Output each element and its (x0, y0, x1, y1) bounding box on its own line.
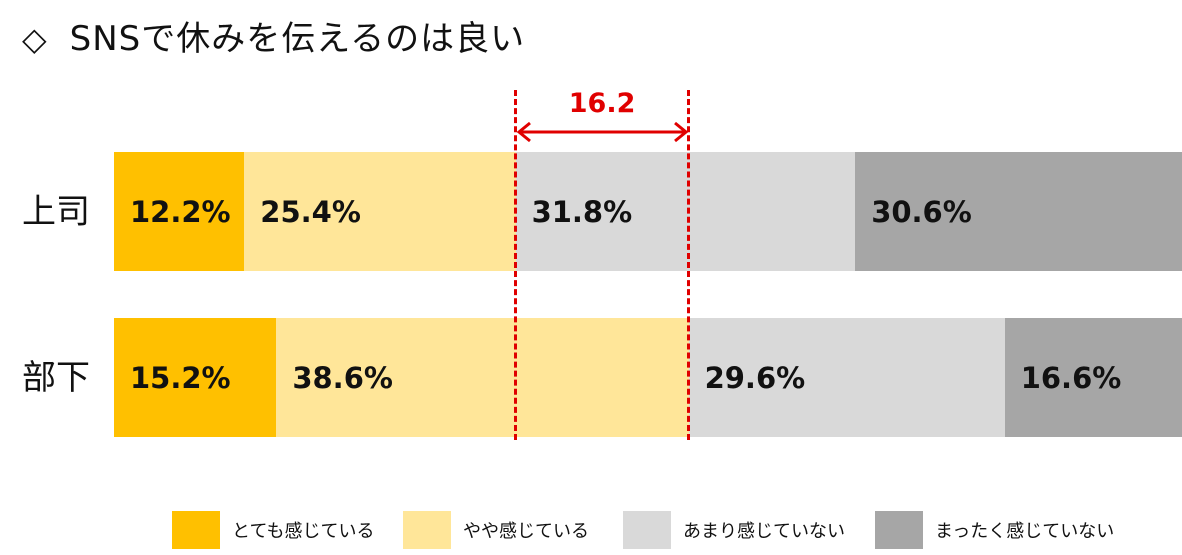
bar-segment: 38.6% (276, 318, 689, 437)
bar-segment: 29.6% (688, 318, 1005, 437)
legend-label: あまり感じていない (683, 521, 845, 542)
data-label: 29.6% (704, 360, 806, 395)
diamond-icon: ◇ (22, 20, 48, 58)
legend-label: やや感じている (463, 521, 589, 542)
annotation-line-right (687, 90, 691, 440)
legend-item: まったく感じていない (875, 510, 1114, 550)
bar-segment: 30.6% (855, 152, 1182, 271)
legend-item: とても感じている (172, 510, 375, 550)
data-label: 12.2% (130, 194, 231, 229)
bar-segment: 25.4% (244, 152, 516, 271)
legend-swatch (403, 511, 451, 549)
bar-segment: 15.2% (114, 318, 277, 437)
bar-segment: 12.2% (114, 152, 245, 271)
data-label: 16.6% (1020, 360, 1122, 395)
annotation-arrow (516, 121, 688, 143)
title-text: SNSで休みを伝えるのは良い (69, 19, 526, 59)
bar-segment: 16.6% (1004, 318, 1182, 437)
bar-row: 12.2% 25.4% 31.8% 30.6% (114, 152, 1182, 271)
data-label: 25.4% (260, 194, 361, 229)
data-label: 30.6% (871, 194, 972, 229)
legend-label: とても感じている (232, 521, 375, 542)
legend-item: あまり感じていない (623, 510, 845, 550)
category-label: 上司 (22, 191, 90, 232)
legend-swatch (623, 511, 671, 549)
annotation-line-left (514, 90, 518, 440)
legend-item: やや感じている (403, 510, 589, 550)
data-label: 31.8% (531, 194, 633, 229)
legend-label: まったく感じていない (935, 521, 1115, 542)
annotation-label: 16.2 (568, 88, 636, 119)
chart-title: ◇ SNSで休みを伝えるのは良い (22, 14, 525, 64)
legend-swatch (172, 511, 220, 549)
data-label: 38.6% (292, 360, 393, 395)
legend: とても感じている やや感じている あまり感じていない まったく感じていない (0, 510, 1182, 550)
category-label: 部下 (22, 357, 90, 398)
data-label: 15.2% (130, 360, 231, 395)
bar-segment: 31.8% (515, 152, 856, 271)
legend-swatch (875, 511, 923, 549)
bar-row: 15.2% 38.6% 29.6% 16.6% (114, 318, 1182, 437)
